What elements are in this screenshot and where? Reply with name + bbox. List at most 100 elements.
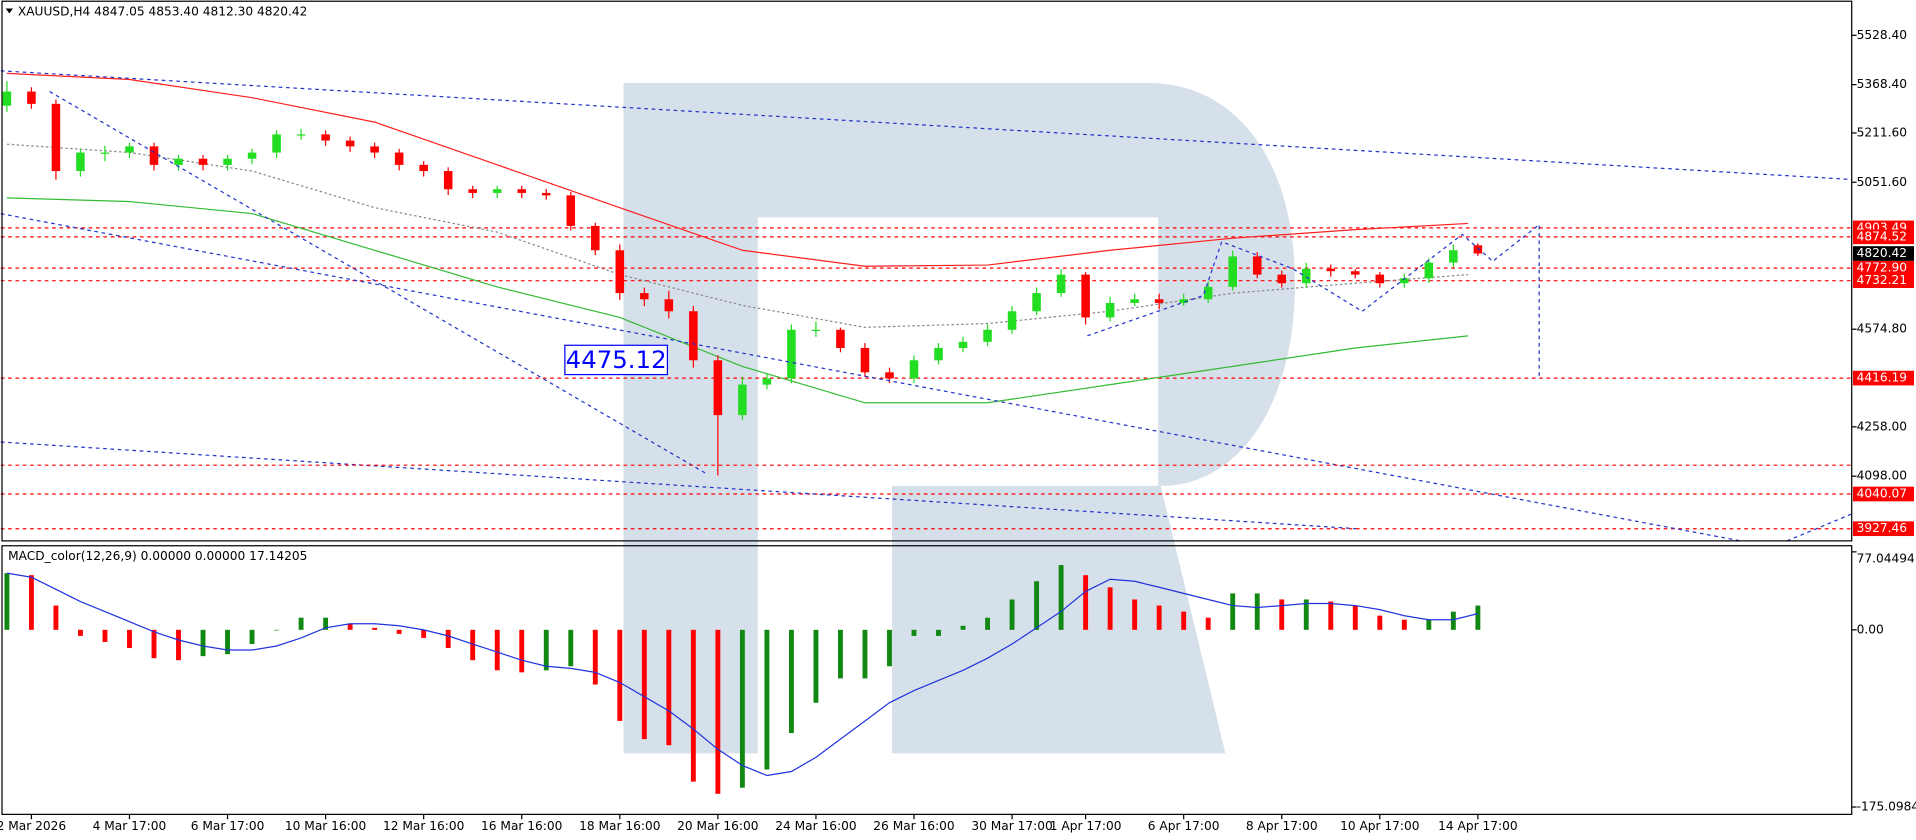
histogram-bar [1426,619,1432,630]
signal-line [6,572,1479,777]
histogram-bar [151,629,157,659]
histogram-bar [1107,587,1113,630]
histogram-bar [1132,599,1138,630]
trendline [1786,513,1852,542]
candle-body [2,91,12,106]
last-price-label: 4820.42 [1857,246,1907,260]
histogram-bar [225,629,230,655]
level-label-box [1852,370,1914,386]
macd-title: MACD_color(12,26,9) 0.00000 0.00000 17.1… [8,549,307,563]
candle-body [1081,274,1090,318]
candle-body [1351,271,1360,275]
watermark [623,83,1295,754]
candle-body [615,250,625,294]
histogram-bar [1352,605,1358,630]
candle-body [370,146,379,153]
chart-title: XAUUSD,H4 4847.05 4853.40 4812.30 4820.4… [18,5,308,19]
candle-body [345,140,355,147]
candle-body [1007,311,1017,330]
candle-body [1424,262,1434,279]
histogram-bar [200,629,206,657]
candle-body [247,152,257,159]
level-label: 4416.19 [1857,371,1907,385]
candle-body [1179,299,1188,303]
trendlines [0,70,1852,542]
histogram-bar [1181,611,1187,630]
annotation-box [564,344,669,376]
histogram-bar [347,623,353,630]
x-tick-label: 1 Apr 17:00 [1050,819,1122,833]
candle-body [885,372,894,379]
menu-arrow[interactable] [5,8,13,14]
level-label-box [1852,486,1914,502]
histogram-bar [788,629,794,734]
candle-body [443,171,453,190]
candle-body [1277,274,1287,284]
candle-body [100,152,110,154]
trendline [49,91,707,475]
histogram-bar [298,617,304,630]
histogram-bar [249,629,255,644]
histogram-bar [1205,617,1211,630]
histogram-bar [1377,615,1383,630]
level-label-box [1852,521,1914,537]
x-tick-label: 10 Mar 16:00 [285,819,366,833]
histogram-bar [323,617,329,630]
candle-body [566,195,576,226]
x-tick-label: 26 Mar 16:00 [873,819,954,833]
x-tick-label: 4 Mar 17:00 [93,819,167,833]
candle-body [1375,274,1385,284]
histogram-bar [494,629,500,671]
candle-body [541,192,551,196]
x-tick-label: 12 Mar 16:00 [383,819,464,833]
candle-body [738,384,747,416]
candle-body [1105,302,1115,318]
histogram-bar [641,629,647,740]
histogram-bar [1328,601,1334,630]
histogram-bar [568,629,574,667]
candle-body [394,152,404,165]
y-tick-label: 4258.00 [1857,419,1907,433]
level-label-box [1852,273,1914,289]
candle-body [713,360,723,416]
candle-body [174,158,183,165]
histogram-bar [396,629,402,634]
moving-average [6,72,1469,267]
trendline [0,213,1741,542]
x-tick-label: 2 Mar 2026 [0,819,66,833]
level-label: 4040.07 [1857,487,1907,501]
histogram-bar [445,629,451,649]
candle-body [1056,274,1066,294]
candle-body [689,311,698,361]
level-label-box [1852,229,1914,245]
candle-body [419,164,428,172]
histogram-bar [53,605,59,630]
candle-body [1252,256,1262,275]
candle-body [468,189,477,193]
last-price-box [1852,246,1914,261]
histogram-bar [1279,599,1285,630]
candle-body [517,189,527,193]
y-tick-label: 77.04494 [1857,552,1915,566]
candle-body [811,329,821,331]
price-panel: 4475.12 [0,72,1852,530]
level-label: 4732.21 [1857,273,1907,287]
level-label: 3927.46 [1857,521,1907,535]
histogram-bar [78,629,83,636]
price-frame [1,0,1853,542]
histogram-bar [690,629,696,782]
histogram-bar [28,575,34,630]
candle-body [272,134,281,153]
histogram-bar [519,629,525,673]
candle-body [321,134,330,141]
histogram-bar [470,629,476,661]
candle-body [1400,278,1409,284]
candle-body [492,189,502,193]
candle-body [1228,256,1237,287]
histogram-bar [1303,599,1309,630]
histogram-bar [421,629,427,638]
macd-panel [4,565,1481,794]
candle-body [909,360,919,379]
histogram-bar [102,629,108,642]
